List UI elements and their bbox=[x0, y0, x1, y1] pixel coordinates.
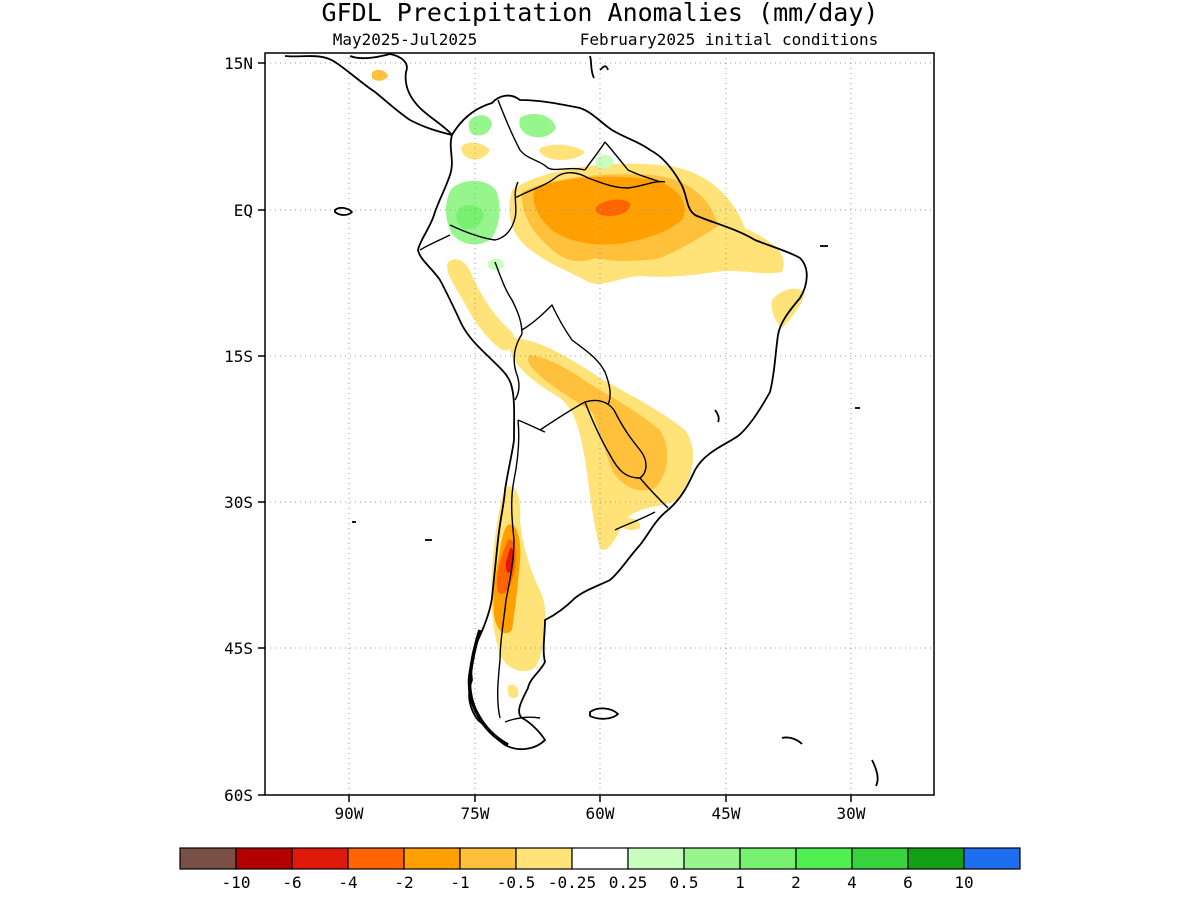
colorbar-tick-label: 0.5 bbox=[670, 873, 699, 892]
axis-ticks bbox=[258, 62, 852, 802]
map-subtitle-period: May2025-Jul2025 bbox=[333, 30, 478, 49]
colorbar-swatch bbox=[403, 847, 461, 870]
anomaly-region-bolivia-dry bbox=[509, 338, 694, 550]
south-sandwich-islands bbox=[871, 759, 879, 787]
lon-label-45w: 45W bbox=[712, 804, 741, 823]
abrolhos-islands bbox=[714, 409, 720, 423]
colorbar-swatch bbox=[347, 847, 405, 870]
border-bolivia-brazil bbox=[521, 304, 611, 406]
colorbar-tick-label: -0.25 bbox=[548, 873, 596, 892]
map-subtitle-conditions: February2025 initial conditions bbox=[580, 30, 879, 49]
colorbar-swatch bbox=[515, 847, 573, 870]
lat-label-30s: 30S bbox=[224, 493, 253, 512]
lat-label-15s: 15S bbox=[224, 347, 253, 366]
anomaly-region-peru-dry bbox=[447, 259, 516, 351]
colorbar-swatch bbox=[851, 847, 909, 870]
border-venezuela-guyana bbox=[584, 141, 661, 183]
lon-label-30w: 30W bbox=[837, 804, 866, 823]
central-america-coastline bbox=[284, 53, 453, 136]
map-title: GFDL Precipitation Anomalies (mm/day) bbox=[322, 0, 879, 27]
anomaly-region-patagonia-south bbox=[508, 684, 519, 699]
colorbar-tick-label: 1 bbox=[735, 873, 745, 892]
border-peru-brazil bbox=[494, 261, 523, 335]
border-peru-bolivia bbox=[513, 333, 523, 401]
colorbar-tick-label: 4 bbox=[847, 873, 857, 892]
caribbean-coastline bbox=[589, 55, 609, 79]
border-uruguay bbox=[614, 511, 656, 531]
colorbar-swatch bbox=[907, 847, 965, 870]
falkland-islands bbox=[589, 707, 619, 720]
lon-label-90w: 90W bbox=[335, 804, 364, 823]
anomaly-region-colombia-wet-core bbox=[456, 205, 484, 230]
anomaly-region-caribbean-dry bbox=[372, 69, 388, 81]
map-content bbox=[265, 53, 934, 795]
anomaly-shading bbox=[372, 69, 805, 699]
colorbar-swatch bbox=[459, 847, 517, 870]
anomaly-region-ne-brazil bbox=[771, 288, 805, 328]
border-chile-argentina bbox=[497, 419, 520, 719]
lat-label-eq: EQ bbox=[234, 201, 253, 220]
colorbar-tick-label: 6 bbox=[903, 873, 913, 892]
lon-label-75w: 75W bbox=[461, 804, 490, 823]
lat-label-60s: 60S bbox=[224, 786, 253, 805]
latitude-labels: 15N EQ 15S 30S 45S 60S bbox=[224, 54, 253, 805]
colorbar-tick-label: -4 bbox=[338, 873, 357, 892]
anomaly-region-venezuela-dry bbox=[539, 144, 585, 160]
border-argentina-brazil bbox=[639, 477, 669, 509]
country-borders bbox=[419, 99, 669, 723]
anomaly-region-nw-colombia-wet bbox=[468, 115, 492, 136]
colorbar-swatch bbox=[571, 847, 629, 870]
border-brazil-north bbox=[514, 172, 666, 199]
colorbar-tick-label: 0.25 bbox=[609, 873, 648, 892]
lat-label-45s: 45S bbox=[224, 639, 253, 658]
coastlines bbox=[284, 53, 879, 787]
border-argentina-bolivia bbox=[517, 419, 546, 433]
lat-label-15n: 15N bbox=[224, 54, 253, 73]
colorbar-swatch bbox=[179, 847, 237, 870]
anomaly-region-amazon-core bbox=[595, 199, 631, 216]
colorbar-tick-label: -10 bbox=[222, 873, 251, 892]
colorbar-swatch bbox=[235, 847, 293, 870]
colorbar-swatch bbox=[795, 847, 853, 870]
chilean-fjords bbox=[467, 629, 509, 747]
galapagos-islands bbox=[334, 206, 353, 216]
longitude-labels: 90W 75W 60W 45W 30W bbox=[335, 804, 866, 823]
colorbar-tick-label: 2 bbox=[791, 873, 801, 892]
colorbar-tick-label: -1 bbox=[450, 873, 469, 892]
anomaly-region-colombia-dry bbox=[461, 142, 490, 160]
colorbar-swatch bbox=[963, 847, 1021, 870]
south-georgia-island bbox=[781, 736, 803, 745]
anomaly-region-venezuela-wet bbox=[519, 113, 556, 138]
graticule bbox=[265, 53, 934, 795]
border-colombia-venezuela bbox=[497, 99, 586, 171]
colorbar-swatch bbox=[627, 847, 685, 870]
colorbar-tick-label: -6 bbox=[282, 873, 301, 892]
border-tierra-del-fuego bbox=[504, 716, 541, 723]
colorbar-tick-label: -2 bbox=[394, 873, 413, 892]
colorbar-swatch bbox=[683, 847, 741, 870]
colorbar-tick-label: 10 bbox=[954, 873, 973, 892]
colorbar: -10 -6 -4 -2 -1 -0.5 -0.25 0.25 0.5 1 2 4 6 10 bbox=[179, 847, 1021, 892]
border-colombia-peru bbox=[449, 181, 519, 241]
colorbar-swatch bbox=[291, 847, 349, 870]
lon-label-60w: 60W bbox=[586, 804, 615, 823]
colorbar-swatch bbox=[739, 847, 797, 870]
south-america-coastline bbox=[417, 94, 808, 751]
border-ecuador-peru bbox=[419, 234, 451, 251]
colorbar-tick-label: -0.5 bbox=[497, 873, 536, 892]
anomaly-region-paraguay-core bbox=[604, 431, 651, 479]
